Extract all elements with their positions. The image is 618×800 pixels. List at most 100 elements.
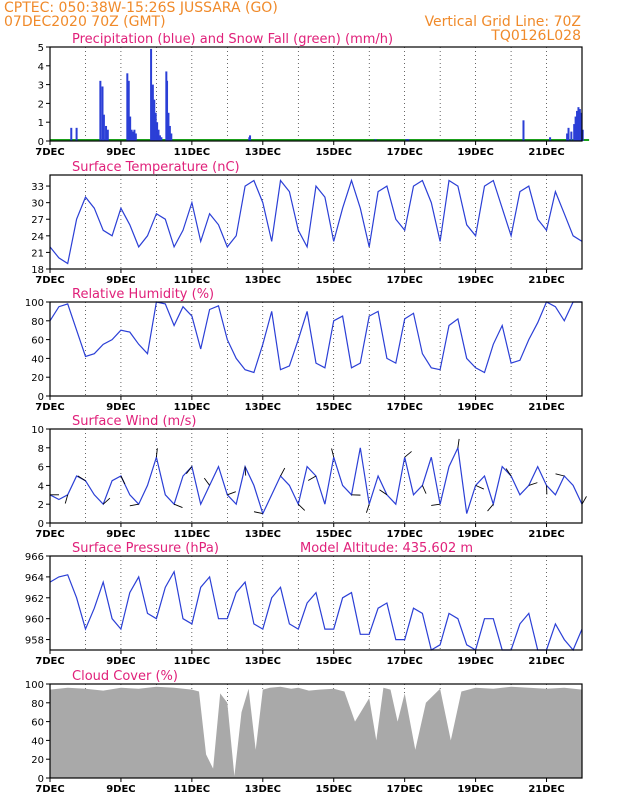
precip-bar xyxy=(134,133,137,141)
precip-bar xyxy=(129,116,132,141)
wind-arrow xyxy=(475,484,485,490)
precip-ytick-label: 5 xyxy=(38,43,44,54)
precip-bar xyxy=(167,112,170,141)
temp-xtick-label: 9DEC xyxy=(106,275,135,286)
precip-bar xyxy=(168,125,171,141)
pressure-ytick-label: 966 xyxy=(25,552,44,563)
precip-title: Precipitation (blue) and Snow Fall (gree… xyxy=(72,32,393,47)
precip-bar xyxy=(131,131,134,141)
wind-arrow xyxy=(379,489,388,496)
precip-frame xyxy=(49,46,583,142)
precip-bar xyxy=(151,84,154,141)
wind-xtick-label: 9DEC xyxy=(106,529,135,540)
temp-xtick-label: 21DEC xyxy=(528,275,564,286)
cloud-title: Cloud Cover (%) xyxy=(72,669,178,684)
precip-bar xyxy=(70,127,73,141)
precip-bar xyxy=(374,139,377,141)
temp-ytick-label: 30 xyxy=(31,199,44,210)
temp-ytick-label: 24 xyxy=(31,232,44,243)
wind-arrow xyxy=(102,497,111,505)
wind-title: Surface Wind (m/s) xyxy=(72,414,196,429)
precip-bar xyxy=(166,80,169,141)
precip-bar xyxy=(105,125,108,141)
wind-arrow xyxy=(227,491,236,496)
precip-bar xyxy=(99,80,102,141)
precip-bar xyxy=(101,86,104,141)
wind-ytick-label: 8 xyxy=(38,444,44,455)
header-location: CPTEC: 050:38W-15:26S JUSSARA (GO) xyxy=(4,0,278,16)
temp-title: Surface Temperature (nC) xyxy=(72,160,240,175)
precip-bar xyxy=(577,107,580,141)
wind-arrow xyxy=(120,475,126,485)
rh-xtick-label: 9DEC xyxy=(106,402,135,413)
wind-arrow xyxy=(431,503,441,506)
temp-frame xyxy=(49,174,583,270)
rh-xtick-label: 15DEC xyxy=(316,402,352,413)
rh-xtick-label: 17DEC xyxy=(386,402,422,413)
pressure-ytick-label: 964 xyxy=(25,573,44,584)
precip-bar xyxy=(576,110,579,141)
cloud-xtick-label: 13DEC xyxy=(245,784,281,795)
wind-ytick-label: 10 xyxy=(31,425,44,436)
header-date: 07DEC2020 70Z (GMT) xyxy=(4,14,166,30)
precip-bar xyxy=(133,129,136,141)
cloud-area xyxy=(50,686,582,778)
wind-arrow xyxy=(581,496,587,505)
wind-arrow xyxy=(244,466,247,476)
precip-bar xyxy=(106,129,109,141)
wind-arrow xyxy=(129,503,139,507)
precip-bar xyxy=(130,129,133,141)
precip-bar xyxy=(580,112,583,141)
precip-xtick-label: 19DEC xyxy=(457,147,493,158)
wind-arrow xyxy=(487,503,494,512)
wind-arrow xyxy=(77,475,86,482)
temp-ytick-label: 33 xyxy=(31,182,44,193)
cloud-ytick-label: 40 xyxy=(31,736,44,747)
precip-xtick-label: 7DEC xyxy=(35,147,64,158)
wind-arrow xyxy=(64,494,69,504)
temp-ytick-label: 27 xyxy=(31,215,44,226)
wind-frame xyxy=(49,428,583,524)
precip-bar xyxy=(549,137,552,141)
pressure-xtick-label: 13DEC xyxy=(245,656,281,667)
rh-xtick-label: 7DEC xyxy=(35,402,64,413)
precip-bar xyxy=(102,114,105,141)
wind-ytick-label: 4 xyxy=(38,481,44,492)
header-grid-note: Vertical Grid Line: 70Z xyxy=(425,14,581,30)
precip-bar xyxy=(156,122,159,141)
temp-ytick-label: 18 xyxy=(31,265,44,276)
rh-ytick-label: 40 xyxy=(31,354,44,365)
precip-bar xyxy=(567,127,570,141)
temp-xtick-label: 13DEC xyxy=(245,275,281,286)
cloud-ytick-label: 20 xyxy=(31,755,44,766)
wind-arrow xyxy=(421,485,427,494)
precip-bar xyxy=(150,48,153,141)
wind-arrow xyxy=(528,482,538,486)
pressure-ytick-label: 960 xyxy=(25,615,44,626)
precip-bar xyxy=(157,129,160,141)
rh-line xyxy=(49,301,582,374)
cloud-xtick-label: 9DEC xyxy=(106,784,135,795)
cloud-ytick-label: 60 xyxy=(31,718,44,729)
temp-ytick-label: 21 xyxy=(31,248,44,259)
wind-xtick-label: 19DEC xyxy=(457,529,493,540)
pressure-ytick-label: 962 xyxy=(25,594,44,605)
precip-bar xyxy=(153,99,156,141)
pressure-xtick-label: 21DEC xyxy=(528,656,564,667)
cloud-xtick-label: 21DEC xyxy=(528,784,564,795)
wind-line xyxy=(49,445,583,516)
precip-xtick-label: 21DEC xyxy=(528,147,564,158)
rh-xtick-label: 21DEC xyxy=(528,402,564,413)
pressure-xtick-label: 9DEC xyxy=(106,656,135,667)
cloud-xtick-label: 15DEC xyxy=(316,784,352,795)
cloud-xtick-label: 11DEC xyxy=(174,784,210,795)
precip-bar xyxy=(154,112,157,141)
temp-line xyxy=(49,178,583,265)
precip-bar xyxy=(126,73,129,141)
wind-ytick-label: 2 xyxy=(38,500,44,511)
cloud-ytick-label: 100 xyxy=(25,680,44,691)
wind-ytick-label: 6 xyxy=(38,463,44,474)
precip-bar xyxy=(127,80,130,141)
precip-xtick-label: 9DEC xyxy=(106,147,135,158)
